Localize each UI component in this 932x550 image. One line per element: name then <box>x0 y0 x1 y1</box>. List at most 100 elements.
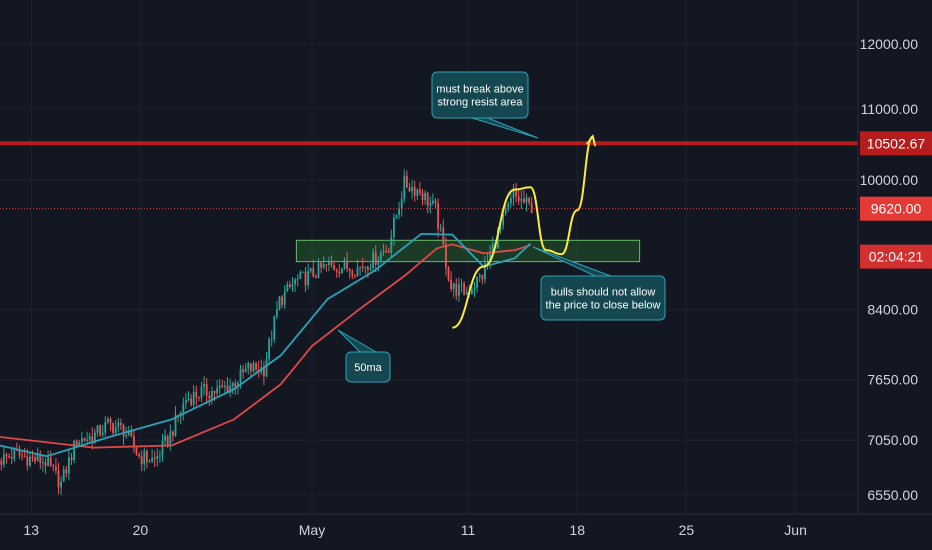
candle-body <box>416 189 419 196</box>
candle-body <box>99 425 102 435</box>
candle-body <box>320 262 323 268</box>
candle-body <box>353 275 356 277</box>
candle-body <box>205 384 208 396</box>
candle-body <box>294 279 297 285</box>
candle-body <box>182 403 185 413</box>
candle-body <box>26 456 29 466</box>
candle-body <box>67 457 70 474</box>
support-note-line: bulls should not allow <box>551 287 656 299</box>
candle-body <box>351 270 354 276</box>
candle-body <box>104 421 107 433</box>
time-axis[interactable]: 13 20 May 11 18 25 Jun <box>23 522 806 538</box>
candle-body <box>288 284 291 287</box>
candle-body <box>361 266 364 268</box>
candle-body <box>421 193 424 201</box>
candles <box>0 169 533 496</box>
candle-body <box>333 265 336 270</box>
candle-body <box>476 276 479 288</box>
candle-body <box>0 460 3 465</box>
candle-body <box>281 296 284 305</box>
candle-body <box>184 399 187 404</box>
candle-body <box>411 186 414 192</box>
price-tick-label: 8400.00 <box>867 302 918 318</box>
candle-body <box>444 244 447 268</box>
candle-body <box>372 252 375 269</box>
candle-body <box>517 196 520 201</box>
candle-body <box>242 369 245 372</box>
candle-body <box>307 270 310 286</box>
candle-body <box>278 296 281 310</box>
candle-body <box>418 189 421 194</box>
projection-path <box>452 134 597 329</box>
candle-body <box>249 363 252 372</box>
resist-note-box <box>431 71 529 119</box>
candle-body <box>47 457 50 466</box>
projection-arrowhead <box>585 134 597 147</box>
candle-body <box>114 427 117 434</box>
price-tick-label: 11000.00 <box>861 101 919 117</box>
candle-body <box>158 455 161 457</box>
candle-body <box>286 284 289 292</box>
candle-body <box>21 455 24 457</box>
candle-body <box>62 469 65 482</box>
candle-body <box>335 269 338 272</box>
candle-body <box>34 457 37 462</box>
time-tick-label: 11 <box>461 522 476 538</box>
candle-body <box>44 462 47 466</box>
ma-line-50ma <box>0 243 531 449</box>
candle-body <box>229 386 232 393</box>
candle-body <box>122 424 125 437</box>
candle-body <box>470 289 473 294</box>
candle-body <box>442 227 445 245</box>
candle-body <box>317 262 320 279</box>
candle-body <box>164 435 167 441</box>
candle-body <box>226 385 229 393</box>
candle-body <box>52 465 55 467</box>
candle-body <box>268 339 271 360</box>
candle-body <box>109 418 112 424</box>
candle-body <box>312 268 315 277</box>
candle-body <box>439 227 442 229</box>
candle-body <box>522 198 525 203</box>
candle-body <box>515 190 518 197</box>
candle-body <box>296 278 299 280</box>
candle-body <box>101 432 104 435</box>
candle-body <box>244 368 247 372</box>
candle-body <box>36 454 39 462</box>
candle-body <box>117 422 120 428</box>
candle-body <box>54 466 57 471</box>
candle-body <box>405 175 408 188</box>
candle-body <box>304 271 307 286</box>
candle-body <box>525 197 528 203</box>
candle-body <box>265 359 268 377</box>
candle-body <box>489 252 492 261</box>
candle-body <box>197 397 200 399</box>
candle-body <box>325 264 328 266</box>
candle-body <box>530 202 533 213</box>
candle-body <box>283 291 286 305</box>
price-tag-last_price <box>860 196 932 221</box>
candle-body <box>366 266 369 270</box>
candle-body <box>216 388 219 394</box>
price-tick-label: 7050.00 <box>867 432 918 448</box>
candle-body <box>504 209 507 214</box>
candle-body <box>452 283 455 290</box>
price-axis[interactable]: 12000.00 11000.00 10000.00 8400.00 7650.00 70… <box>860 36 919 503</box>
candle-body <box>348 268 351 271</box>
candle-body <box>426 192 429 206</box>
candle-body <box>413 186 416 196</box>
candle-body <box>112 423 115 434</box>
time-tick-label: 20 <box>133 522 149 538</box>
candle-body <box>463 283 466 295</box>
candle-body <box>166 435 169 446</box>
time-tick-label: May <box>299 522 325 538</box>
candle-body <box>106 418 109 422</box>
candle-body <box>262 367 265 377</box>
candle-body <box>140 456 143 464</box>
candle-body <box>223 385 226 387</box>
candle-body <box>387 250 390 253</box>
candle-body <box>190 398 193 405</box>
candle-body <box>10 456 13 459</box>
